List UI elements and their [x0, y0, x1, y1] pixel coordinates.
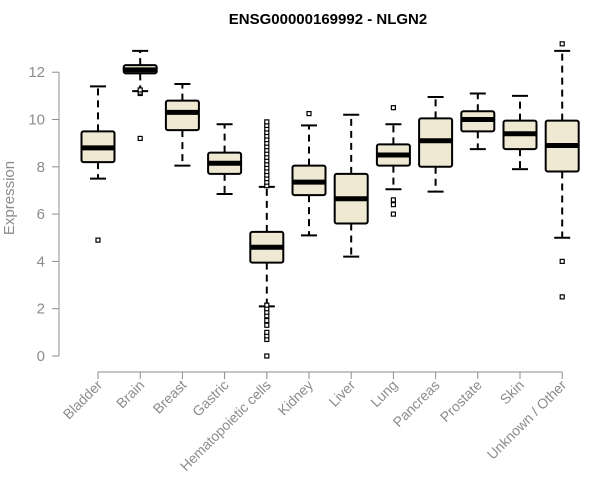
x-tick-label-skin: Skin — [497, 377, 528, 408]
outlier-point — [264, 353, 270, 359]
y-axis: 0 2 4 6 8 10 12 — [28, 64, 60, 365]
outlier-point — [559, 294, 565, 300]
x-tick-label-liver: Liver — [326, 377, 359, 410]
box-brain — [122, 49, 158, 142]
x-tick-label-prostate: Prostate — [437, 377, 485, 425]
box-lung — [375, 105, 411, 217]
outlier-point — [559, 41, 565, 47]
x-tick-label-unknown-other: Unknown / Other — [484, 377, 570, 463]
box-unknown-other — [544, 41, 580, 300]
box-gastric — [207, 123, 243, 195]
outlier-point — [95, 237, 101, 243]
box-bladder — [80, 85, 116, 243]
box-kidney — [291, 110, 327, 237]
chart-title: ENSG00000169992 - NLGN2 — [229, 11, 427, 28]
outlier-point — [264, 322, 270, 328]
outlier-point — [390, 105, 396, 111]
box-pancreas — [418, 96, 454, 193]
outlier-point — [137, 87, 143, 93]
outlier-point — [137, 135, 143, 142]
outlier-point — [559, 258, 565, 264]
x-tick-label-breast: Breast — [150, 377, 190, 417]
x-tick-label-brain: Brain — [113, 377, 147, 411]
y-tick-label: 6 — [37, 206, 45, 223]
x-tick-label-pancreas: Pancreas — [390, 377, 443, 430]
y-tick-label: 2 — [37, 301, 45, 318]
boxes-group — [80, 41, 580, 359]
y-axis-label: Expression — [1, 161, 18, 235]
x-tick-label-kidney: Kidney — [275, 377, 317, 419]
outlier-point — [264, 317, 270, 324]
outlier-point — [264, 302, 270, 308]
y-tick-label: 4 — [37, 253, 45, 270]
y-tick-label: 10 — [28, 112, 45, 129]
y-tick-label: 12 — [28, 64, 45, 81]
outlier-point — [306, 110, 312, 117]
y-tick-label: 8 — [37, 159, 45, 176]
x-tick-label-bladder: Bladder — [60, 377, 106, 423]
box-liver — [333, 113, 369, 258]
box-prostate — [460, 92, 496, 151]
box-breast — [164, 83, 200, 167]
outlier-point — [390, 197, 396, 203]
outlier-point — [390, 211, 396, 217]
outlier-point — [390, 202, 396, 208]
box-skin — [502, 94, 538, 171]
outlier-point — [264, 119, 270, 125]
outlier-point — [264, 329, 270, 335]
x-tick-label-lung: Lung — [367, 377, 400, 410]
y-tick-label: 0 — [37, 348, 45, 365]
iqr-box — [164, 99, 200, 132]
box-hematopoietic-cells — [249, 119, 285, 359]
